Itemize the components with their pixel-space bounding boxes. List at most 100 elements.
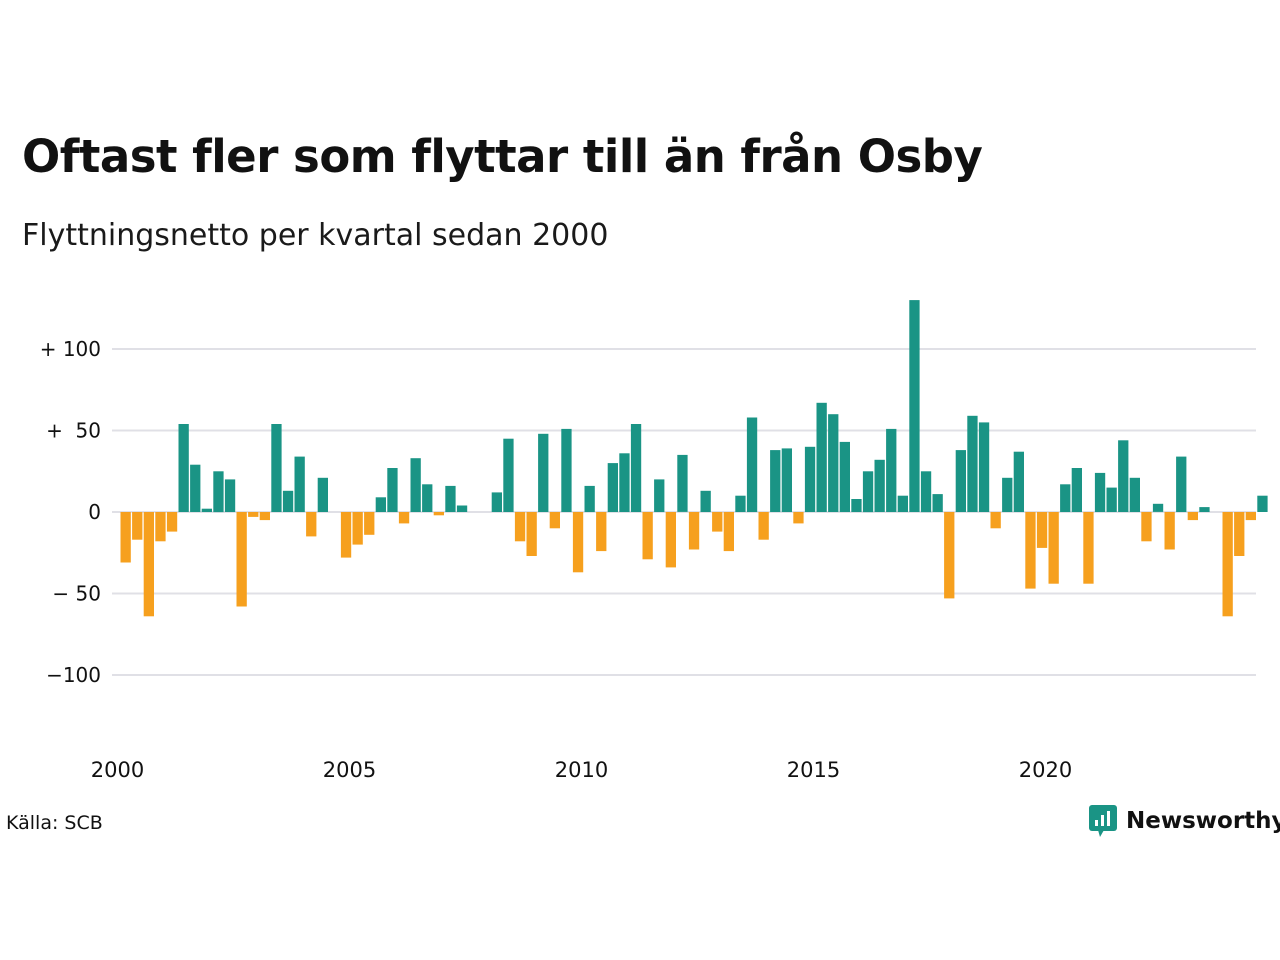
bar-2003-k2 — [271, 424, 282, 512]
bar-2003-k3 — [282, 490, 294, 512]
bar-chart: + 100 + 50 0 − 50 −100 2000 2005 2010 2015 2020 — [40, 300, 1268, 782]
chart-subtitle: Flyttningsnetto per kvartal sedan 2000 — [22, 218, 609, 253]
bar-2005-k2 — [364, 512, 375, 535]
bar-2011-k4 — [665, 512, 676, 568]
bar-2016-k3 — [886, 428, 897, 512]
bar-2024-k3 — [1257, 495, 1268, 512]
bar-2012-k2 — [688, 512, 700, 550]
y-tick-label: + 100 — [40, 337, 101, 361]
bar-2013-k4 — [758, 512, 769, 540]
bar-2022-k2 — [1152, 503, 1164, 512]
bar-2007-k2 — [456, 505, 468, 512]
bar-2002-k2 — [224, 479, 236, 512]
bar-2007-k1 — [445, 485, 456, 512]
bar-2005-k3 — [375, 497, 386, 512]
bar-2011-k1 — [630, 424, 642, 512]
bar-2016-k4 — [897, 495, 908, 512]
bar-2017-k1 — [909, 300, 920, 512]
x-tick-label: 2000 — [91, 758, 144, 782]
x-tick-label: 2015 — [787, 758, 840, 782]
bar-2014-k4 — [804, 446, 816, 512]
bar-2001-k4 — [201, 508, 212, 512]
bar-2021-k4 — [1129, 477, 1140, 512]
bar-2004-k1 — [306, 512, 317, 537]
bar-2004-k4 — [340, 512, 352, 558]
bar-2013-k2 — [735, 495, 746, 512]
bar-2000-k4 — [155, 512, 166, 542]
bar-2008-k1 — [491, 492, 502, 512]
bars — [120, 300, 1268, 617]
bar-2015-k1 — [816, 402, 827, 512]
bar-2021-k1 — [1094, 472, 1106, 512]
bar-2011-k2 — [642, 512, 653, 560]
bar-2009-k4 — [572, 512, 584, 573]
bar-2017-k4 — [944, 512, 955, 599]
bar-2014-k3 — [793, 512, 804, 524]
brand-name: Newsworthy — [1126, 808, 1280, 834]
bar-2014-k1 — [770, 450, 781, 512]
bar-2012-k3 — [700, 490, 711, 512]
bar-2010-k4 — [619, 453, 630, 512]
bar-2001-k2 — [178, 424, 189, 512]
bar-2008-k2 — [503, 438, 514, 512]
y-tick-label: − 50 — [52, 582, 101, 606]
bar-2021-k3 — [1118, 440, 1129, 512]
bar-2016-k2 — [874, 459, 885, 512]
bar-2020-k3 — [1071, 468, 1082, 512]
bar-2024-k1 — [1234, 512, 1245, 556]
bar-2008-k4 — [526, 512, 537, 556]
bar-2003-k4 — [294, 456, 305, 512]
bar-2005-k4 — [387, 468, 398, 512]
bar-2002-k3 — [236, 512, 247, 607]
bar-2000-k3 — [143, 512, 154, 617]
bar-2010-k2 — [596, 512, 607, 552]
newsworthy-logo-icon — [1089, 805, 1117, 837]
bar-2008-k3 — [514, 512, 526, 542]
y-axis: + 100 + 50 0 − 50 −100 — [40, 337, 101, 687]
bar-2013-k3 — [746, 417, 758, 512]
bar-2023-k1 — [1187, 512, 1198, 521]
source-note: Källa: SCB — [6, 812, 103, 834]
bar-2010-k3 — [607, 463, 618, 512]
bar-2004-k2 — [317, 477, 328, 512]
bar-2020-k2 — [1060, 484, 1071, 512]
bar-2019-k2 — [1013, 451, 1024, 512]
x-axis: 2000 2005 2010 2015 2020 — [91, 758, 1072, 782]
newsworthy-logo: Newsworthy — [1088, 804, 1280, 838]
bar-2002-k1 — [213, 471, 224, 513]
bar-2017-k3 — [932, 494, 943, 512]
bar-2019-k1 — [1002, 477, 1013, 512]
bar-2015-k2 — [828, 414, 839, 512]
bar-2018-k4 — [990, 512, 1001, 529]
bar-2009-k1 — [538, 433, 549, 512]
bar-2011-k3 — [654, 479, 665, 512]
bar-2018-k3 — [978, 422, 990, 512]
bar-2018-k2 — [967, 415, 978, 512]
bar-2006-k3 — [422, 484, 433, 512]
bar-2001-k3 — [190, 464, 201, 512]
bar-2019-k4 — [1036, 512, 1048, 548]
bar-2021-k2 — [1106, 487, 1117, 512]
bar-2022-k4 — [1176, 456, 1187, 512]
bar-2003-k1 — [259, 512, 270, 521]
bar-2009-k2 — [549, 512, 560, 529]
bar-2006-k2 — [410, 458, 421, 512]
y-tick-label: 0 — [88, 500, 101, 524]
bar-2012-k4 — [712, 512, 723, 532]
bar-2013-k1 — [723, 512, 734, 552]
bar-2022-k1 — [1141, 512, 1152, 542]
bar-2010-k1 — [584, 485, 595, 512]
bar-2015-k4 — [851, 499, 862, 512]
bar-2017-k2 — [920, 471, 932, 513]
chart-title: Oftast fler som flyttar till än från Osb… — [22, 130, 983, 183]
bar-2005-k1 — [352, 512, 363, 545]
bar-2020-k4 — [1083, 512, 1094, 584]
bar-2019-k3 — [1025, 512, 1036, 589]
x-tick-label: 2020 — [1019, 758, 1072, 782]
bar-2001-k1 — [166, 512, 178, 532]
bar-2022-k3 — [1164, 512, 1175, 550]
bar-2024-k2 — [1245, 512, 1256, 521]
x-tick-label: 2005 — [323, 758, 376, 782]
bar-2020-k1 — [1048, 512, 1059, 584]
bar-2000-k1 — [120, 512, 131, 563]
